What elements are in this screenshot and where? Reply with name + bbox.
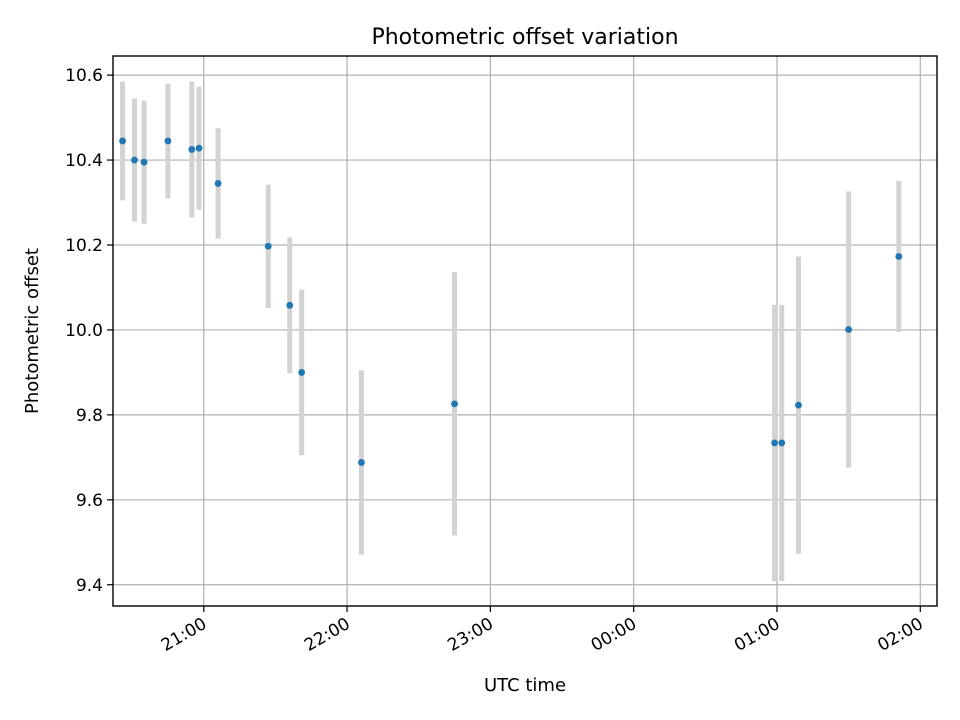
x-tick: 02:00 xyxy=(874,606,927,656)
data-point xyxy=(298,369,306,376)
data-points xyxy=(119,137,903,466)
plot-frame xyxy=(112,55,938,607)
y-tick: 9.4 xyxy=(76,576,113,596)
y-tick-label: 9.4 xyxy=(76,576,103,596)
x-tick-label: 22:00 xyxy=(301,614,353,656)
y-tick-label: 10.6 xyxy=(65,66,103,86)
x-tick: 23:00 xyxy=(444,606,497,656)
y-axis-label: Photometric offset xyxy=(22,248,43,414)
y-tick-label: 10.4 xyxy=(65,151,103,171)
y-tick: 10.0 xyxy=(65,321,113,341)
data-point xyxy=(451,400,458,408)
x-tick-label: 01:00 xyxy=(731,614,783,656)
data-point xyxy=(895,253,903,260)
x-tick-label: 21:00 xyxy=(158,614,210,656)
data-point xyxy=(195,144,203,152)
data-point xyxy=(188,146,196,153)
y-axis-ticks: 9.4 9.6 9.8 10.0 10.2 10.4 10.6 xyxy=(65,66,113,596)
data-point xyxy=(264,242,272,250)
chart-title: Photometric offset variation xyxy=(371,25,678,50)
data-point xyxy=(286,301,294,309)
data-point xyxy=(771,439,778,447)
data-point xyxy=(845,326,853,333)
error-bars xyxy=(120,81,902,581)
x-tick: 01:00 xyxy=(731,606,783,656)
y-tick: 9.8 xyxy=(76,406,113,426)
data-point xyxy=(778,439,786,447)
data-point xyxy=(357,459,365,466)
y-tick: 10.2 xyxy=(65,236,113,256)
x-tick-label: 02:00 xyxy=(874,614,926,656)
data-point xyxy=(164,137,172,145)
x-axis-label: UTC time xyxy=(484,675,566,696)
y-tick-label: 10.2 xyxy=(65,236,103,256)
grid xyxy=(113,56,937,606)
y-tick: 10.6 xyxy=(65,66,113,86)
y-tick-label: 9.8 xyxy=(76,406,103,426)
x-tick: 00:00 xyxy=(588,606,640,656)
data-point xyxy=(214,180,222,187)
data-point xyxy=(131,156,138,164)
data-point xyxy=(795,401,802,409)
x-tick: 21:00 xyxy=(158,606,210,656)
x-tick: 22:00 xyxy=(301,606,354,656)
data-point xyxy=(140,158,148,166)
y-tick-label: 9.6 xyxy=(76,491,103,511)
y-tick: 10.4 xyxy=(65,151,113,171)
x-tick-label: 23:00 xyxy=(444,614,496,656)
y-tick-label: 10.0 xyxy=(65,321,103,341)
y-tick: 9.6 xyxy=(76,491,113,511)
x-axis-ticks: 21:00 22:00 23:00 00:00 01:00 02:00 xyxy=(158,606,927,656)
x-tick-label: 00:00 xyxy=(588,614,640,656)
data-point xyxy=(119,137,126,145)
